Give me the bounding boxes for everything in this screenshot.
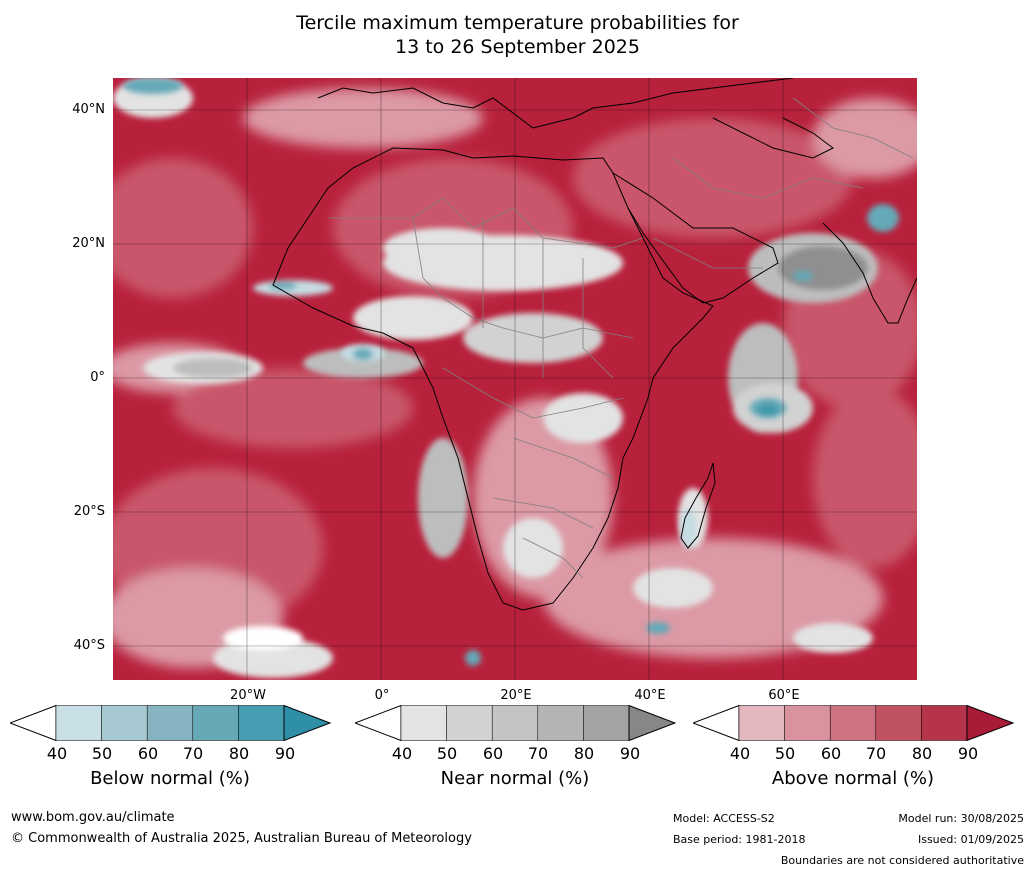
colorbar-tick: 50 [436, 744, 458, 763]
colorbar-tick: 70 [865, 744, 887, 763]
colorbar-arrow-high [628, 705, 677, 741]
map-title-line1: Tercile maximum temperature probabilitie… [296, 12, 739, 34]
lat-label-equator: 0° [90, 370, 105, 385]
country-borders [328, 97, 914, 579]
colorbar-arrow-low [355, 705, 402, 741]
footer-copyright: © Commonwealth of Australia 2025, Austra… [11, 831, 472, 846]
colorbar-tick: 40 [391, 744, 413, 763]
colorbar-segment [55, 705, 102, 741]
colorbar-segment [101, 705, 148, 741]
colorbar-segment [192, 705, 239, 741]
lat-label-20s: 20°S [73, 504, 105, 519]
colorbar-tick: 50 [91, 744, 113, 763]
colorbar-above-normal [693, 705, 1015, 741]
footer-base-period: Base period: 1981-2018 [673, 833, 806, 846]
probability-map [113, 78, 917, 680]
lat-label-20n: 20°N [72, 236, 105, 251]
footer-website: www.bom.gov.au/climate [11, 810, 175, 825]
colorbar-segment [537, 705, 584, 741]
colorbar-tick: 90 [274, 744, 296, 763]
colorbar-segment [921, 705, 968, 741]
colorbar-segment [784, 705, 831, 741]
colorbar-title-above: Above normal (%) [771, 768, 935, 789]
colorbar-below-normal [10, 705, 332, 741]
map-canvas [113, 78, 917, 680]
colorbar-tick: 70 [527, 744, 549, 763]
colorbar-arrow-high [283, 705, 332, 741]
colorbar-tick: 90 [619, 744, 641, 763]
colorbar-tick: 60 [137, 744, 159, 763]
colorbar-tick: 60 [820, 744, 842, 763]
footer-issued: Issued: 01/09/2025 [917, 833, 1024, 846]
lat-label-40s: 40°S [73, 638, 105, 653]
graticule [113, 78, 917, 680]
footer-model: Model: ACCESS-S2 [673, 812, 775, 825]
colorbar-segment [875, 705, 922, 741]
lon-label-0: 0° [374, 688, 390, 703]
colorbar-segment [146, 705, 194, 741]
colorbar-near-normal [355, 705, 677, 741]
colorbar-tick: 50 [774, 744, 796, 763]
colorbar-tick: 60 [482, 744, 504, 763]
colorbar-segment [829, 705, 877, 741]
coastlines [272, 78, 917, 611]
colorbar-arrow-low [693, 705, 740, 741]
colorbar-segment [238, 705, 285, 741]
near-normal-areas [113, 78, 878, 678]
colorbar-arrow-high [966, 705, 1015, 741]
colorbar-segment [400, 705, 447, 741]
colorbar-tick: 40 [729, 744, 751, 763]
colorbar-segment [491, 705, 539, 741]
colorbar-tick: 90 [957, 744, 979, 763]
colorbar-arrow-low [10, 705, 57, 741]
footer-model-run: Model run: 30/08/2025 [898, 812, 1024, 825]
colorbar-tick: 40 [46, 744, 68, 763]
lon-label-40e: 40°E [634, 688, 666, 703]
colorbar-tick: 70 [182, 744, 204, 763]
colorbar-segment [583, 705, 630, 741]
lon-label-20w: 20°W [230, 688, 266, 703]
colorbar-title-near: Near normal (%) [440, 768, 590, 789]
colorbar-segment [738, 705, 785, 741]
lon-label-20e: 20°E [500, 688, 532, 703]
colorbar-tick: 80 [573, 744, 595, 763]
colorbar-segment [446, 705, 493, 741]
footer-disclaimer: Boundaries are not considered authoritat… [780, 854, 1024, 867]
map-title-line2: 13 to 26 September 2025 [395, 36, 640, 58]
colorbar-tick: 80 [911, 744, 933, 763]
lon-label-60e: 60°E [768, 688, 800, 703]
colorbar-tick: 80 [228, 744, 250, 763]
colorbar-title-below: Below normal (%) [90, 768, 250, 789]
lat-label-40n: 40°N [72, 102, 105, 117]
